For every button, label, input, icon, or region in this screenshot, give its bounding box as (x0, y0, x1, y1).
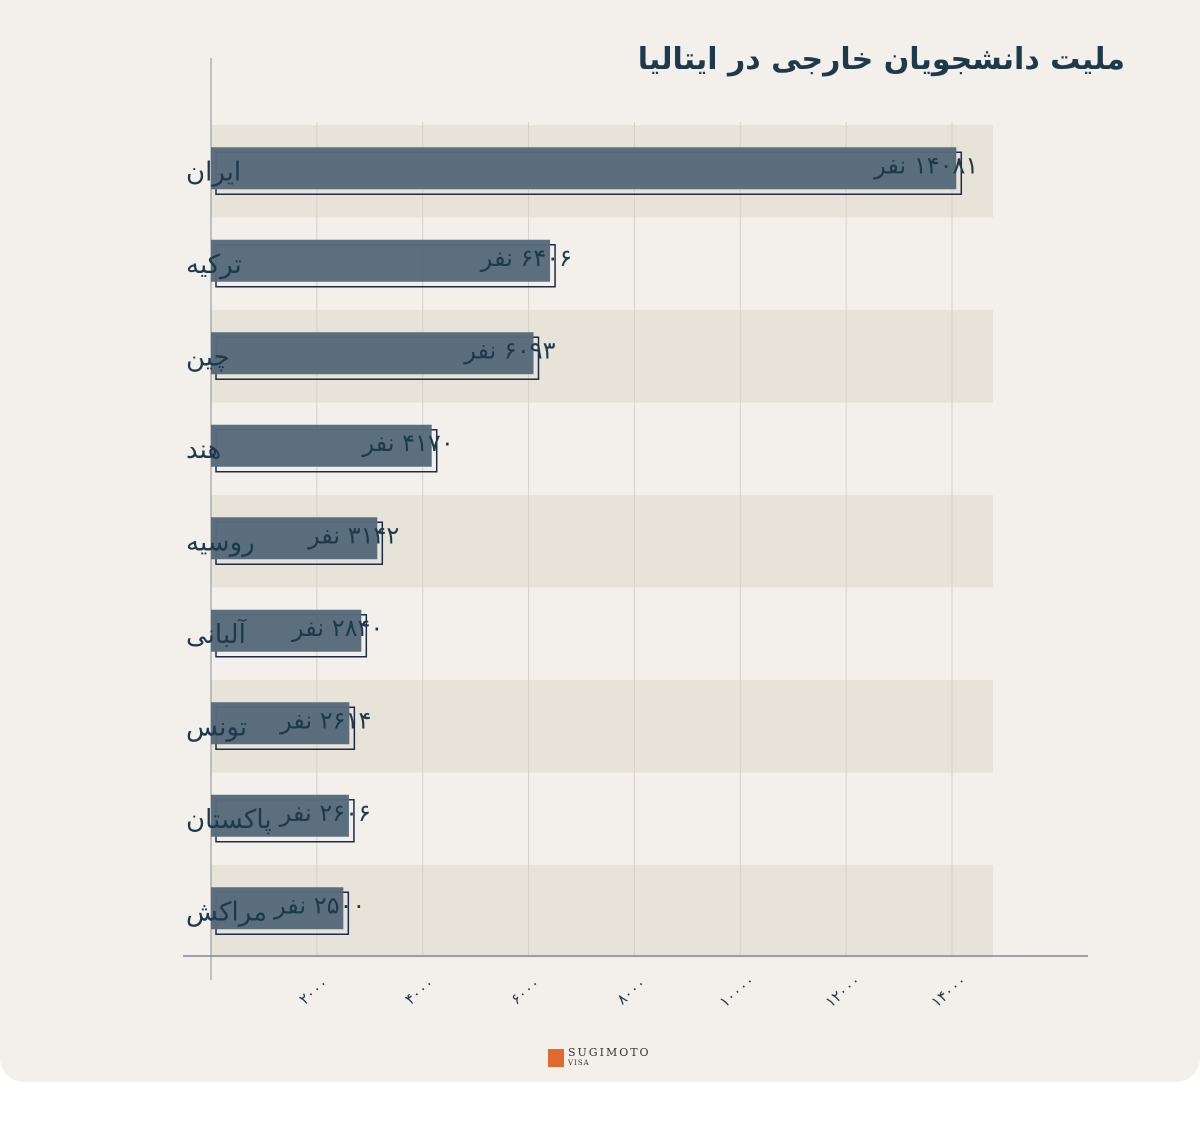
x-tick-label: ۲۰۰۰ (296, 974, 332, 1009)
bar (211, 517, 378, 560)
bar (211, 147, 957, 190)
logo-icon (548, 1049, 564, 1067)
category-label: تونس (186, 712, 247, 742)
data-label: ۲۶۰۶ نفر (279, 799, 371, 827)
data-label: ۳۱۴۲ نفر (307, 521, 399, 549)
x-tick-label: ۱۴۰۰۰ (928, 971, 970, 1011)
data-label: ۲۸۴۰ نفر (291, 614, 383, 642)
bar (211, 609, 362, 652)
category-label: چین (186, 342, 230, 372)
category-label: روسیه (186, 527, 255, 557)
logo-sub: VISA (568, 1059, 590, 1067)
data-label: ۶۴۰۶ نفر (480, 244, 572, 272)
category-label: ایران (186, 157, 241, 187)
x-tick-label: ۴۰۰۰ (401, 974, 437, 1009)
bar (211, 239, 551, 282)
category-label: مراکش (186, 897, 267, 927)
logo-name: SUGIMOTO (568, 1046, 651, 1059)
chart-title: ملیت دانشجویان خارجی در ایتالیا (637, 42, 1125, 77)
category-label: هند (186, 435, 221, 465)
data-label: ۴۱۷۰ نفر (361, 429, 453, 457)
data-label: ۶۰۹۳ نفر (463, 336, 555, 364)
bar (211, 332, 534, 375)
x-tick-label: ۸۰۰۰ (613, 974, 649, 1009)
bar (211, 424, 432, 467)
data-label: ۲۵۰۰ نفر (273, 891, 365, 919)
x-tick-label: ۱۲۰۰۰ (822, 971, 864, 1011)
bar (211, 702, 350, 745)
x-tick-label: ۱۰۰۰۰ (716, 971, 758, 1011)
data-label: ۲۶۱۴ نفر (279, 706, 371, 734)
category-label: آلبانی (186, 618, 248, 650)
category-label: ترکیه (186, 250, 242, 280)
bar (211, 794, 349, 837)
category-label: پاکستان (186, 805, 272, 835)
x-tick-label: ۶۰۰۰ (507, 974, 543, 1009)
bar (211, 887, 344, 930)
logo: SUGIMOTO VISA (548, 1046, 651, 1068)
data-label: ۱۴۰۸۱ نفر (873, 151, 978, 179)
